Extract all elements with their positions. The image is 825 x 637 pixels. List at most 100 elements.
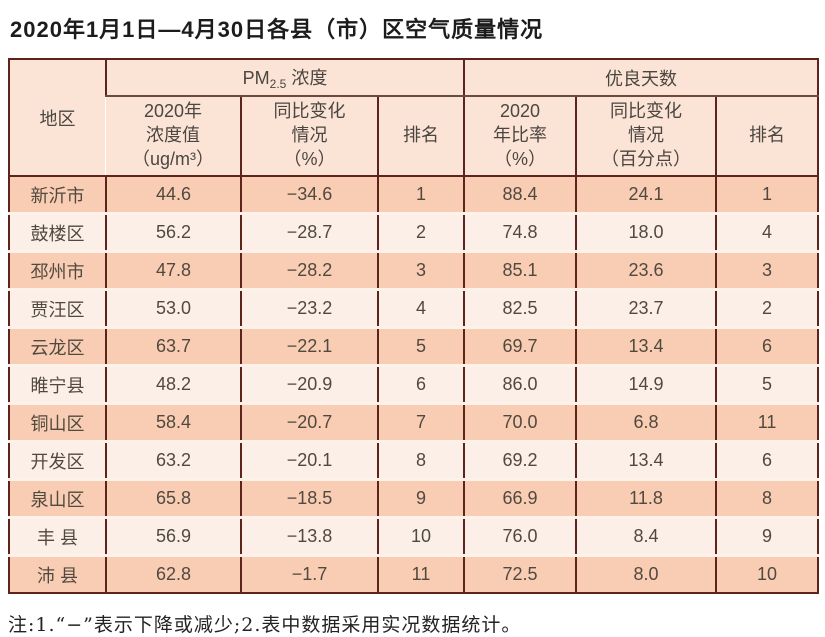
table-header: 地区 PM2.5 浓度 优良天数 2020年 浓度值 （ug/m³） 同比变化 … — [9, 59, 819, 176]
header-ratio-rank: 排名 — [715, 96, 819, 176]
header-sub-row: 2020年 浓度值 （ug/m³） 同比变化 情况 （%） 排名 2020 年比… — [9, 96, 819, 176]
table-body: 新沂市 44.6 −34.6 1 88.4 24.1 1 鼓楼区 56.2 −2… — [9, 176, 819, 593]
ratio-rank-cell: 9 — [715, 516, 819, 556]
pm-change-cell: −1.7 — [240, 554, 378, 593]
ratio-cell: 76.0 — [463, 516, 577, 556]
pm-value-cell: 56.2 — [105, 212, 241, 252]
pm-value-cell: 53.0 — [105, 288, 241, 328]
header-pm-rank: 排名 — [376, 96, 465, 176]
ratio-rank-cell: 3 — [715, 250, 819, 290]
table-row: 睢宁县 48.2 −20.9 6 86.0 14.9 5 — [9, 364, 819, 404]
pm-rank-cell: 7 — [376, 402, 465, 442]
region-cell: 鼓楼区 — [9, 212, 106, 252]
pm-change-cell: −20.9 — [240, 364, 378, 404]
header-pm25-group: PM2.5 浓度 — [104, 59, 465, 97]
header-ratio: 2020 年比率 （%） — [463, 96, 577, 176]
ratio-cell: 85.1 — [463, 250, 577, 290]
region-cell: 开发区 — [9, 440, 106, 480]
pm-rank-cell: 2 — [376, 212, 465, 252]
region-cell: 睢宁县 — [9, 364, 106, 404]
ratio-cell: 72.5 — [463, 554, 577, 593]
pm-value-cell: 56.9 — [105, 516, 241, 556]
pm-change-cell: −28.2 — [240, 250, 378, 290]
ratio-cell: 88.4 — [463, 176, 577, 214]
table-row: 沛 县 62.8 −1.7 11 72.5 8.0 10 — [9, 554, 819, 593]
pm-change-cell: −20.1 — [240, 440, 378, 480]
pm-value-cell: 44.6 — [105, 176, 241, 214]
table-row: 云龙区 63.7 −22.1 5 69.7 13.4 6 — [9, 326, 819, 366]
table-row: 新沂市 44.6 −34.6 1 88.4 24.1 1 — [9, 176, 819, 214]
ratio-cell: 66.9 — [463, 478, 577, 518]
pm-rank-cell: 1 — [376, 176, 465, 214]
ratio-cell: 82.5 — [463, 288, 577, 328]
ratio-change-cell: 14.9 — [575, 364, 717, 404]
table-row: 邳州市 47.8 −28.2 3 85.1 23.6 3 — [9, 250, 819, 290]
region-cell: 贾汪区 — [9, 288, 106, 328]
ratio-rank-cell: 10 — [715, 554, 819, 593]
ratio-rank-cell: 4 — [715, 212, 819, 252]
ratio-rank-cell: 6 — [715, 440, 819, 480]
pm-rank-cell: 3 — [376, 250, 465, 290]
ratio-change-cell: 24.1 — [575, 176, 717, 214]
header-group-row: 地区 PM2.5 浓度 优良天数 — [9, 59, 819, 176]
ratio-change-cell: 8.4 — [575, 516, 717, 556]
pm-rank-cell: 4 — [376, 288, 465, 328]
footnote: 注:1.“−”表示下降或减少;2.表中数据采用实况数据统计。 — [8, 614, 522, 636]
page-title: 2020年1月1日—4月30日各县（市）区空气质量情况 — [10, 17, 544, 42]
ratio-rank-cell: 6 — [715, 326, 819, 366]
header-region: 地区 — [9, 59, 106, 176]
ratio-rank-cell: 5 — [715, 364, 819, 404]
air-quality-table: 地区 PM2.5 浓度 优良天数 2020年 浓度值 （ug/m³） 同比变化 … — [8, 58, 820, 594]
ratio-change-cell: 23.6 — [575, 250, 717, 290]
table-row: 铜山区 58.4 −20.7 7 70.0 6.8 11 — [9, 402, 819, 442]
region-cell: 新沂市 — [9, 176, 106, 214]
pm-rank-cell: 5 — [376, 326, 465, 366]
header-ratio-change: 同比变化 情况 （百分点） — [575, 96, 717, 176]
pm25-subscript: 2.5 — [269, 77, 287, 91]
region-cell: 邳州市 — [9, 250, 106, 290]
header-pm-value: 2020年 浓度值 （ug/m³） — [106, 96, 241, 176]
pm-change-cell: −28.7 — [240, 212, 378, 252]
table-row: 丰 县 56.9 −13.8 10 76.0 8.4 9 — [9, 516, 819, 556]
table-row: 泉山区 65.8 −18.5 9 66.9 11.8 8 — [9, 478, 819, 518]
pm-change-cell: −18.5 — [240, 478, 378, 518]
pm-change-cell: −23.2 — [240, 288, 378, 328]
ratio-rank-cell: 11 — [715, 402, 819, 442]
header-pm-change: 同比变化 情况 （%） — [240, 96, 378, 176]
ratio-cell: 69.7 — [463, 326, 577, 366]
pm-change-cell: −20.7 — [240, 402, 378, 442]
ratio-change-cell: 23.7 — [575, 288, 717, 328]
ratio-change-cell: 6.8 — [575, 402, 717, 442]
pm-value-cell: 58.4 — [105, 402, 241, 442]
header-good-days-group: 优良天数 — [463, 59, 819, 97]
pm25-suffix: 浓度 — [286, 68, 328, 88]
pm-value-cell: 63.2 — [105, 440, 241, 480]
pm-value-cell: 65.8 — [105, 478, 241, 518]
table-row: 贾汪区 53.0 −23.2 4 82.5 23.7 2 — [9, 288, 819, 328]
region-cell: 泉山区 — [9, 478, 106, 518]
ratio-cell: 70.0 — [463, 402, 577, 442]
pm-rank-cell: 11 — [376, 554, 465, 593]
pm-value-cell: 48.2 — [105, 364, 241, 404]
pm-rank-cell: 8 — [376, 440, 465, 480]
ratio-change-cell: 11.8 — [575, 478, 717, 518]
region-cell: 云龙区 — [9, 326, 106, 366]
ratio-change-cell: 18.0 — [575, 212, 717, 252]
pm25-prefix: PM — [242, 68, 270, 88]
ratio-change-cell: 8.0 — [575, 554, 717, 593]
region-cell: 铜山区 — [9, 402, 106, 442]
ratio-change-cell: 13.4 — [575, 326, 717, 366]
ratio-rank-cell: 8 — [715, 478, 819, 518]
pm-rank-cell: 9 — [376, 478, 465, 518]
table-row: 鼓楼区 56.2 −28.7 2 74.8 18.0 4 — [9, 212, 819, 252]
pm-change-cell: −22.1 — [240, 326, 378, 366]
ratio-rank-cell: 2 — [715, 288, 819, 328]
region-cell: 沛 县 — [9, 554, 106, 593]
ratio-cell: 74.8 — [463, 212, 577, 252]
pm-rank-cell: 10 — [376, 516, 465, 556]
pm-rank-cell: 6 — [376, 364, 465, 404]
table-row: 开发区 63.2 −20.1 8 69.2 13.4 6 — [9, 440, 819, 480]
ratio-cell: 69.2 — [463, 440, 577, 480]
ratio-cell: 86.0 — [463, 364, 577, 404]
ratio-change-cell: 13.4 — [575, 440, 717, 480]
